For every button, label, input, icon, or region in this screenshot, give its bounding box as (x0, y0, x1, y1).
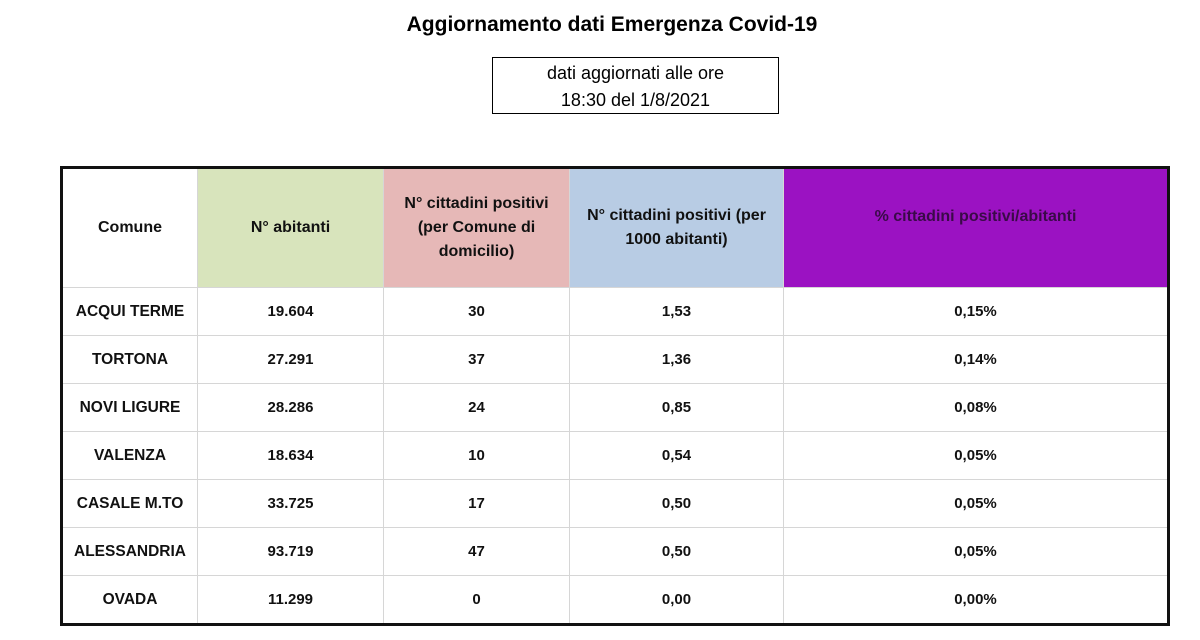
cell-positivi-1000: 0,00 (569, 575, 784, 625)
cell-percentuale: 0,05% (783, 431, 1169, 480)
cell-positivi-1000: 0,50 (569, 527, 784, 576)
table-row: CASALE M.TO 33.725 17 0,50 0,05% (61, 479, 1169, 528)
cell-abitanti: 93.719 (197, 527, 384, 576)
cell-percentuale: 0,05% (783, 527, 1169, 576)
cell-percentuale: 0,15% (783, 287, 1169, 336)
table-row: TORTONA 27.291 37 1,36 0,14% (61, 335, 1169, 384)
header-comune: Comune (61, 167, 198, 288)
cell-positivi: 17 (383, 479, 570, 528)
page-title: Aggiornamento dati Emergenza Covid-19 (406, 13, 818, 36)
table-row: NOVI LIGURE 28.286 24 0,85 0,08% (61, 383, 1169, 432)
covid-data-table: Comune N° abitanti N° cittadini positivi… (60, 166, 1170, 626)
cell-comune: VALENZA (61, 431, 198, 480)
cell-positivi-1000: 0,54 (569, 431, 784, 480)
update-line-1: dati aggiornati alle ore (546, 63, 725, 83)
cell-abitanti: 33.725 (197, 479, 384, 528)
table-header-row: Comune N° abitanti N° cittadini positivi… (61, 167, 1169, 288)
cell-percentuale: 0,00% (783, 575, 1169, 625)
header-abitanti: N° abitanti (197, 167, 384, 288)
cell-comune: CASALE M.TO (61, 479, 198, 528)
cell-abitanti: 18.634 (197, 431, 384, 480)
cell-positivi-1000: 0,85 (569, 383, 784, 432)
cell-positivi-1000: 0,50 (569, 479, 784, 528)
cell-comune: ALESSANDRIA (61, 527, 198, 576)
cell-positivi: 10 (383, 431, 570, 480)
cell-abitanti: 11.299 (197, 575, 384, 625)
cell-percentuale: 0,14% (783, 335, 1169, 384)
table-row: VALENZA 18.634 10 0,54 0,05% (61, 431, 1169, 480)
cell-positivi: 47 (383, 527, 570, 576)
cell-positivi: 30 (383, 287, 570, 336)
cell-abitanti: 27.291 (197, 335, 384, 384)
cell-positivi-1000: 1,53 (569, 287, 784, 336)
update-line-2: 18:30 del 1/8/2021 (560, 90, 711, 110)
cell-positivi: 24 (383, 383, 570, 432)
header-positivi: N° cittadini positivi (per Comune di dom… (383, 167, 570, 288)
cell-comune: NOVI LIGURE (61, 383, 198, 432)
cell-percentuale: 0,05% (783, 479, 1169, 528)
cell-comune: TORTONA (61, 335, 198, 384)
update-timestamp-box: dati aggiornati alle ore 18:30 del 1/8/2… (492, 57, 779, 114)
cell-abitanti: 19.604 (197, 287, 384, 336)
table-row: ACQUI TERME 19.604 30 1,53 0,15% (61, 287, 1169, 336)
header-positivi-1000: N° cittadini positivi (per 1000 abitanti… (569, 167, 784, 288)
cell-percentuale: 0,08% (783, 383, 1169, 432)
cell-positivi-1000: 1,36 (569, 335, 784, 384)
cell-comune: OVADA (61, 575, 198, 625)
table-row: ALESSANDRIA 93.719 47 0,50 0,05% (61, 527, 1169, 576)
header-percentuale: % cittadini positivi/abitanti (783, 167, 1169, 288)
table-row: OVADA 11.299 0 0,00 0,00% (61, 575, 1169, 625)
cell-comune: ACQUI TERME (61, 287, 198, 336)
cell-abitanti: 28.286 (197, 383, 384, 432)
cell-positivi: 0 (383, 575, 570, 625)
cell-positivi: 37 (383, 335, 570, 384)
